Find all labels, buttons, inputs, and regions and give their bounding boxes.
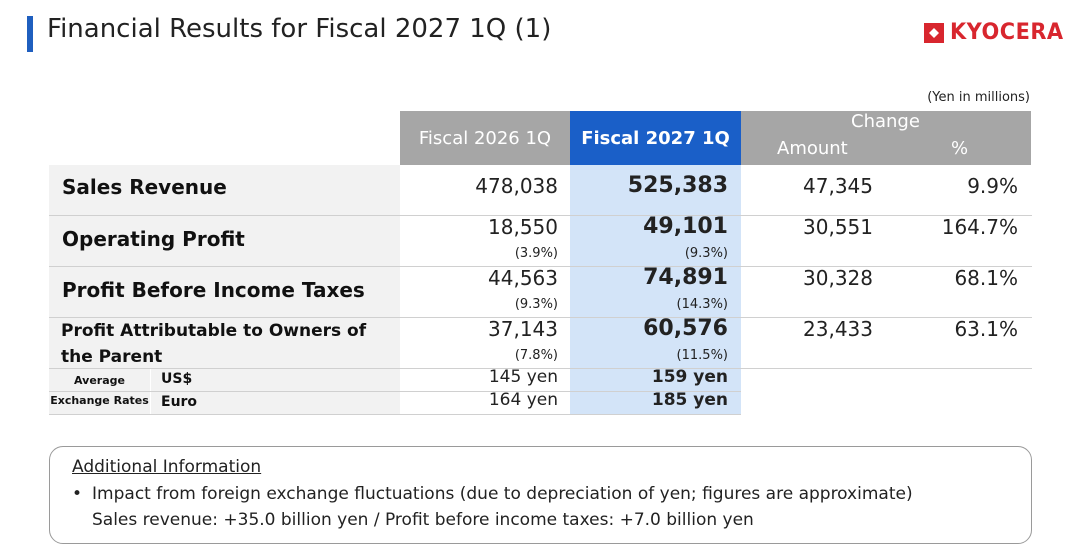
profit-before-taxes-change-amount: 30,328 (803, 266, 873, 290)
header-fiscal-2027-1q-label: Fiscal 2027 1Q (581, 127, 730, 149)
fx-currency-euro: Euro (151, 392, 400, 415)
kyocera-mark-icon (924, 22, 944, 43)
operating-profit-curr: 49,101 (643, 214, 728, 239)
operating-profit-change-percent: 164.7% (941, 215, 1018, 239)
row-divider (49, 391, 741, 392)
fx-euro-prev: 164 yen (488, 390, 558, 410)
header-change: Change Amount % (741, 111, 1031, 165)
row-divider (49, 215, 1032, 216)
kyocera-logo: KYOCERA (922, 20, 1070, 45)
profit-before-taxes-change-percent: 68.1% (954, 266, 1018, 290)
profit-attributable-change-amount: 23,433 (803, 317, 873, 341)
fx-currency-usd: US$ (151, 369, 400, 391)
bullet-marker: • (72, 484, 83, 504)
header-change-label: Change (851, 111, 920, 132)
additional-info-box: Additional Information • Impact from fore… (49, 446, 1032, 544)
operating-profit-change-amount: 30,551 (803, 215, 873, 239)
additional-info-line2: Sales revenue: +35.0 billion yen / Profi… (92, 510, 754, 530)
profit-before-taxes-curr-ratio: (14.3%) (676, 297, 728, 312)
profit-attributable-change-percent: 63.1% (954, 317, 1018, 341)
profit-attributable-prev-ratio: (7.8%) (514, 348, 558, 363)
fx-usd-curr: 159 yen (651, 367, 728, 387)
page-title: Financial Results for Fiscal 2027 1Q (1) (47, 14, 552, 44)
profit-before-taxes-prev: 44,563 (488, 266, 558, 290)
row-label-profit-attributable: Profit Attributable to Owners of the Par… (49, 318, 400, 368)
sales-revenue-curr: 525,383 (627, 173, 728, 198)
additional-info-title: Additional Information (72, 457, 262, 477)
current-period-highlight (570, 165, 741, 415)
logo-wordmark: KYOCERA (950, 20, 1064, 45)
additional-info-bullet: • Impact from foreign exchange fluctuatio… (72, 484, 913, 504)
operating-profit-prev: 18,550 (488, 215, 558, 239)
profit-before-taxes-curr: 74,891 (643, 265, 728, 290)
row-divider (49, 266, 1032, 267)
header-fiscal-2026-1q-label: Fiscal 2026 1Q (418, 127, 552, 149)
sales-revenue-change-percent: 9.9% (967, 174, 1018, 198)
operating-profit-curr-ratio: (9.3%) (684, 246, 728, 261)
header-fiscal-2026-1q: Fiscal 2026 1Q (400, 111, 570, 165)
row-divider (49, 368, 1032, 369)
profit-attributable-curr: 60,576 (643, 316, 728, 341)
header-percent-label: % (951, 138, 969, 159)
row-divider (49, 317, 1032, 318)
profit-before-taxes-prev-ratio: (9.3%) (514, 297, 558, 312)
additional-info-line1: Impact from foreign exchange fluctuation… (92, 484, 913, 504)
units-note: (Yen in millions) (927, 90, 1030, 105)
fx-label: Average Exchange Rates (49, 369, 150, 415)
sales-revenue-change-amount: 47,345 (803, 174, 873, 198)
profit-attributable-prev: 37,143 (488, 317, 558, 341)
row-label-profit-before-taxes: Profit Before Income Taxes (49, 267, 400, 317)
header-amount-label: Amount (777, 138, 848, 159)
profit-attributable-curr-ratio: (11.5%) (676, 348, 728, 363)
row-label-operating-profit: Operating Profit (49, 216, 400, 266)
sales-revenue-prev: 478,038 (475, 174, 558, 198)
operating-profit-prev-ratio: (3.9%) (514, 246, 558, 261)
fx-usd-prev: 145 yen (488, 367, 558, 387)
title-accent-bar (27, 16, 33, 52)
row-divider (49, 414, 741, 415)
header-fiscal-2027-1q: Fiscal 2027 1Q (570, 111, 741, 165)
row-label-sales-revenue: Sales Revenue (49, 165, 400, 215)
fx-euro-curr: 185 yen (651, 390, 728, 410)
